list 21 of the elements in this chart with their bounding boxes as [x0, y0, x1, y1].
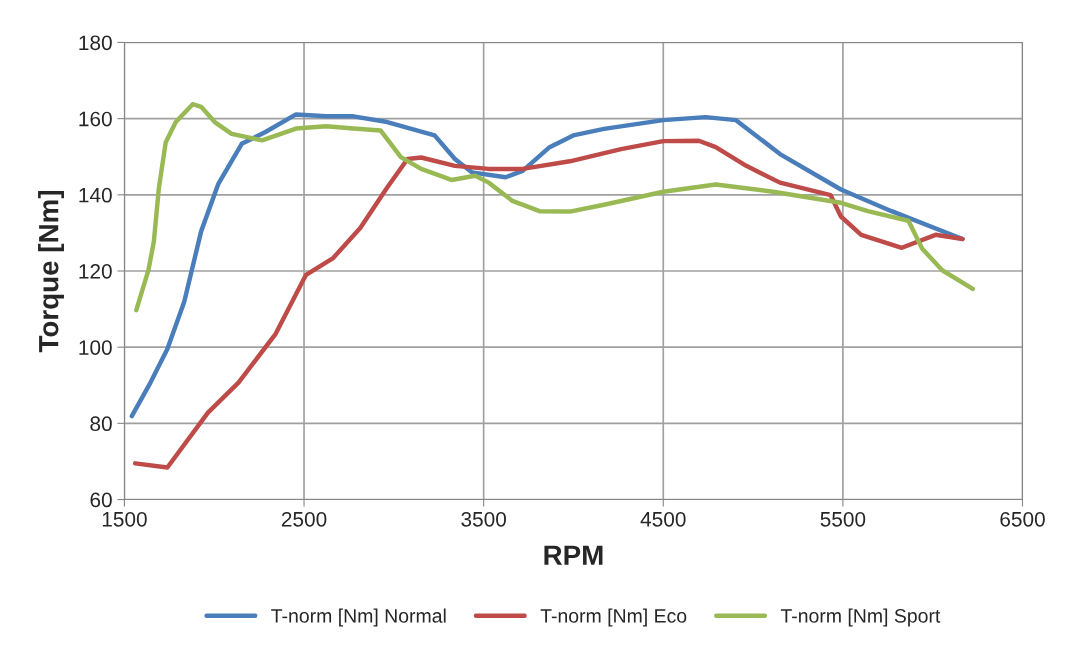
legend-label: T-norm [Nm] Sport [780, 608, 941, 627]
y-tick-label: 120 [79, 264, 112, 279]
line-series [129, 112, 965, 419]
line-series [134, 101, 975, 313]
x-tick-label: 5500 [820, 511, 866, 527]
x-tick-label: 3500 [461, 511, 507, 527]
legend-label: T-norm [Nm] Eco [540, 608, 687, 627]
y-tick-label: 160 [79, 111, 112, 127]
y-tick-label: 180 [79, 35, 112, 51]
line-series [132, 138, 965, 470]
y-tick-label: 100 [79, 340, 112, 355]
x-tick-label: 2500 [281, 511, 327, 527]
x-tick-label: 6500 [1000, 511, 1045, 527]
legend-label: T-norm [Nm] Normal [271, 608, 446, 627]
y-tick-label: 60 [90, 492, 112, 508]
y-tick-label: 140 [79, 187, 112, 203]
y-tick-label: 80 [90, 416, 112, 432]
y-axis-title: Torque [Nm] [38, 191, 64, 353]
x-tick-label: 4500 [640, 511, 686, 527]
x-axis-title: RPM [544, 545, 603, 565]
x-tick-label: 1500 [102, 511, 147, 527]
